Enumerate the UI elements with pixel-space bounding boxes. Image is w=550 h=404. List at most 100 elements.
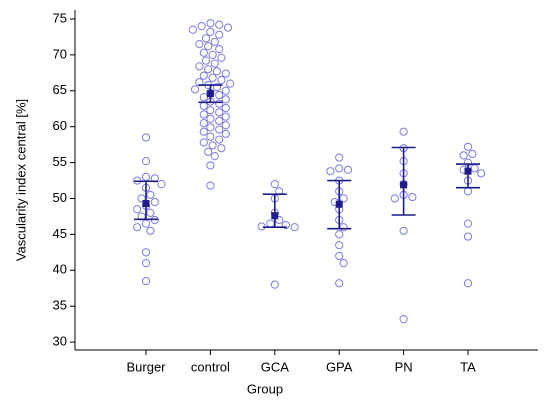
data-point xyxy=(199,118,208,128)
data-point xyxy=(221,86,230,95)
data-point xyxy=(335,241,344,250)
data-point xyxy=(335,251,344,261)
x-axis-label: Group xyxy=(247,381,283,396)
data-point xyxy=(335,153,344,162)
data-point xyxy=(226,79,235,88)
data-point xyxy=(150,197,159,207)
y-axis-label: Vascularity index central [%] xyxy=(13,99,28,261)
data-point xyxy=(206,114,215,123)
data-point xyxy=(215,45,224,54)
data-point xyxy=(215,90,224,100)
data-point xyxy=(335,230,344,239)
data-point xyxy=(215,135,224,144)
data-point xyxy=(206,161,215,170)
data-point xyxy=(408,192,417,202)
data-point xyxy=(206,19,215,28)
data-point xyxy=(221,121,230,130)
mean-marker xyxy=(271,212,279,220)
data-point xyxy=(223,23,233,32)
data-point xyxy=(206,106,215,115)
mean-marker xyxy=(464,167,472,175)
data-point xyxy=(199,93,208,102)
data-point xyxy=(215,116,224,126)
data-point xyxy=(210,59,219,68)
data-point xyxy=(459,151,468,160)
data-point xyxy=(477,169,486,178)
data-point xyxy=(190,85,200,94)
data-point xyxy=(204,147,213,156)
data-point xyxy=(335,279,344,288)
mean-marker xyxy=(400,181,408,189)
data-point xyxy=(212,67,222,76)
data-point xyxy=(133,205,142,214)
data-point xyxy=(208,141,217,150)
data-point xyxy=(215,108,224,117)
data-point xyxy=(270,280,279,289)
x-tick-label: Burger xyxy=(126,359,166,374)
data-point xyxy=(326,167,335,176)
y-tick-label: 40 xyxy=(53,262,67,277)
data-point xyxy=(204,65,213,74)
data-point xyxy=(146,226,155,235)
data-point xyxy=(270,180,279,189)
data-point xyxy=(399,127,408,136)
data-point xyxy=(217,144,226,153)
data-point xyxy=(217,75,226,85)
data-point xyxy=(339,223,348,232)
data-point xyxy=(210,37,219,47)
data-point xyxy=(468,149,477,159)
y-tick-label: 75 xyxy=(53,10,67,25)
y-tick-label: 60 xyxy=(53,118,67,133)
data-point xyxy=(470,164,479,173)
data-point xyxy=(188,25,197,34)
y-tick-label: 70 xyxy=(53,46,67,61)
data-point xyxy=(463,142,473,151)
data-point xyxy=(206,27,215,37)
mean-marker xyxy=(206,90,214,98)
data-point xyxy=(133,223,142,232)
data-point xyxy=(290,223,299,232)
data-point xyxy=(275,215,284,225)
data-point xyxy=(206,132,215,141)
data-point xyxy=(199,101,208,110)
data-point xyxy=(199,138,208,147)
data-point xyxy=(215,99,224,108)
data-point xyxy=(141,259,151,268)
data-point xyxy=(141,248,151,257)
data-point xyxy=(201,34,211,43)
data-point xyxy=(266,219,275,228)
data-point xyxy=(390,194,399,203)
data-point xyxy=(157,180,166,189)
data-point xyxy=(197,22,206,31)
data-point xyxy=(146,208,155,217)
data-point xyxy=(335,164,344,173)
data-point xyxy=(201,56,211,65)
data-point xyxy=(146,190,155,199)
data-point xyxy=(141,133,151,142)
data-point xyxy=(206,181,215,190)
y-tick-label: 45 xyxy=(53,226,67,241)
data-point xyxy=(463,219,473,228)
data-point xyxy=(399,315,408,324)
data-point xyxy=(204,42,213,51)
data-point xyxy=(281,220,290,230)
data-point xyxy=(339,259,348,268)
data-point xyxy=(221,129,230,138)
data-point xyxy=(221,112,230,121)
mean-marker xyxy=(335,200,343,208)
x-tick-label: GCA xyxy=(261,359,290,374)
mean-marker xyxy=(142,200,150,208)
data-point xyxy=(206,123,215,132)
data-point xyxy=(463,232,473,241)
data-point xyxy=(463,279,473,288)
data-point xyxy=(195,62,204,71)
x-tick-label: control xyxy=(191,359,230,374)
x-tick-label: GPA xyxy=(326,359,353,374)
y-tick-label: 30 xyxy=(53,334,67,349)
data-point xyxy=(208,73,217,82)
data-point xyxy=(343,165,353,174)
x-tick-label: TA xyxy=(460,359,476,374)
data-point xyxy=(199,48,208,57)
data-point xyxy=(215,30,224,39)
